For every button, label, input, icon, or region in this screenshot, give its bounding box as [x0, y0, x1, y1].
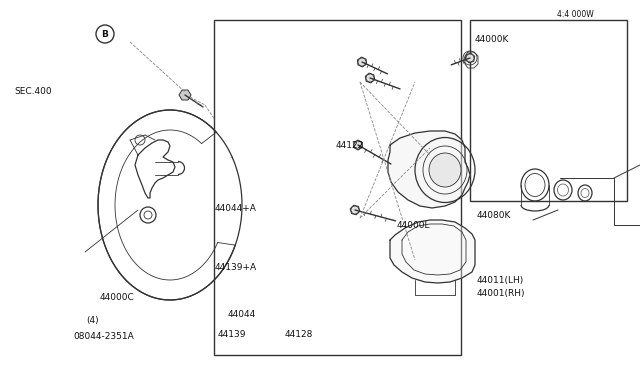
Text: 44000K: 44000K [475, 35, 509, 44]
Text: 44044+A: 44044+A [215, 204, 257, 213]
Bar [214, 20, 461, 355]
Text: 44044: 44044 [227, 310, 255, 319]
Polygon shape [350, 205, 360, 215]
Text: 44122: 44122 [336, 141, 364, 150]
Bar [470, 20, 627, 201]
Text: 4:4 000W: 4:4 000W [557, 10, 593, 19]
Circle shape [466, 54, 474, 62]
Text: 44139+A: 44139+A [215, 263, 257, 272]
Text: 44000L: 44000L [397, 221, 430, 230]
Text: B: B [102, 29, 108, 38]
Polygon shape [365, 73, 374, 83]
Polygon shape [179, 90, 191, 100]
Text: 44001(RH): 44001(RH) [477, 289, 525, 298]
Ellipse shape [429, 153, 461, 187]
Polygon shape [388, 131, 470, 208]
Circle shape [354, 141, 362, 149]
Circle shape [351, 206, 359, 214]
Text: 44011(LH): 44011(LH) [477, 276, 524, 285]
Text: 44139: 44139 [218, 330, 246, 339]
Polygon shape [390, 220, 475, 283]
Circle shape [358, 58, 366, 66]
Text: 08044-2351A: 08044-2351A [74, 332, 134, 341]
Text: 44080K: 44080K [477, 211, 511, 219]
Polygon shape [465, 53, 475, 63]
Text: 44000C: 44000C [99, 293, 134, 302]
Circle shape [366, 74, 374, 82]
Text: (4): (4) [86, 316, 99, 325]
Text: SEC.400: SEC.400 [14, 87, 52, 96]
Text: 44128: 44128 [285, 330, 313, 339]
Polygon shape [358, 57, 367, 67]
Polygon shape [354, 140, 362, 150]
